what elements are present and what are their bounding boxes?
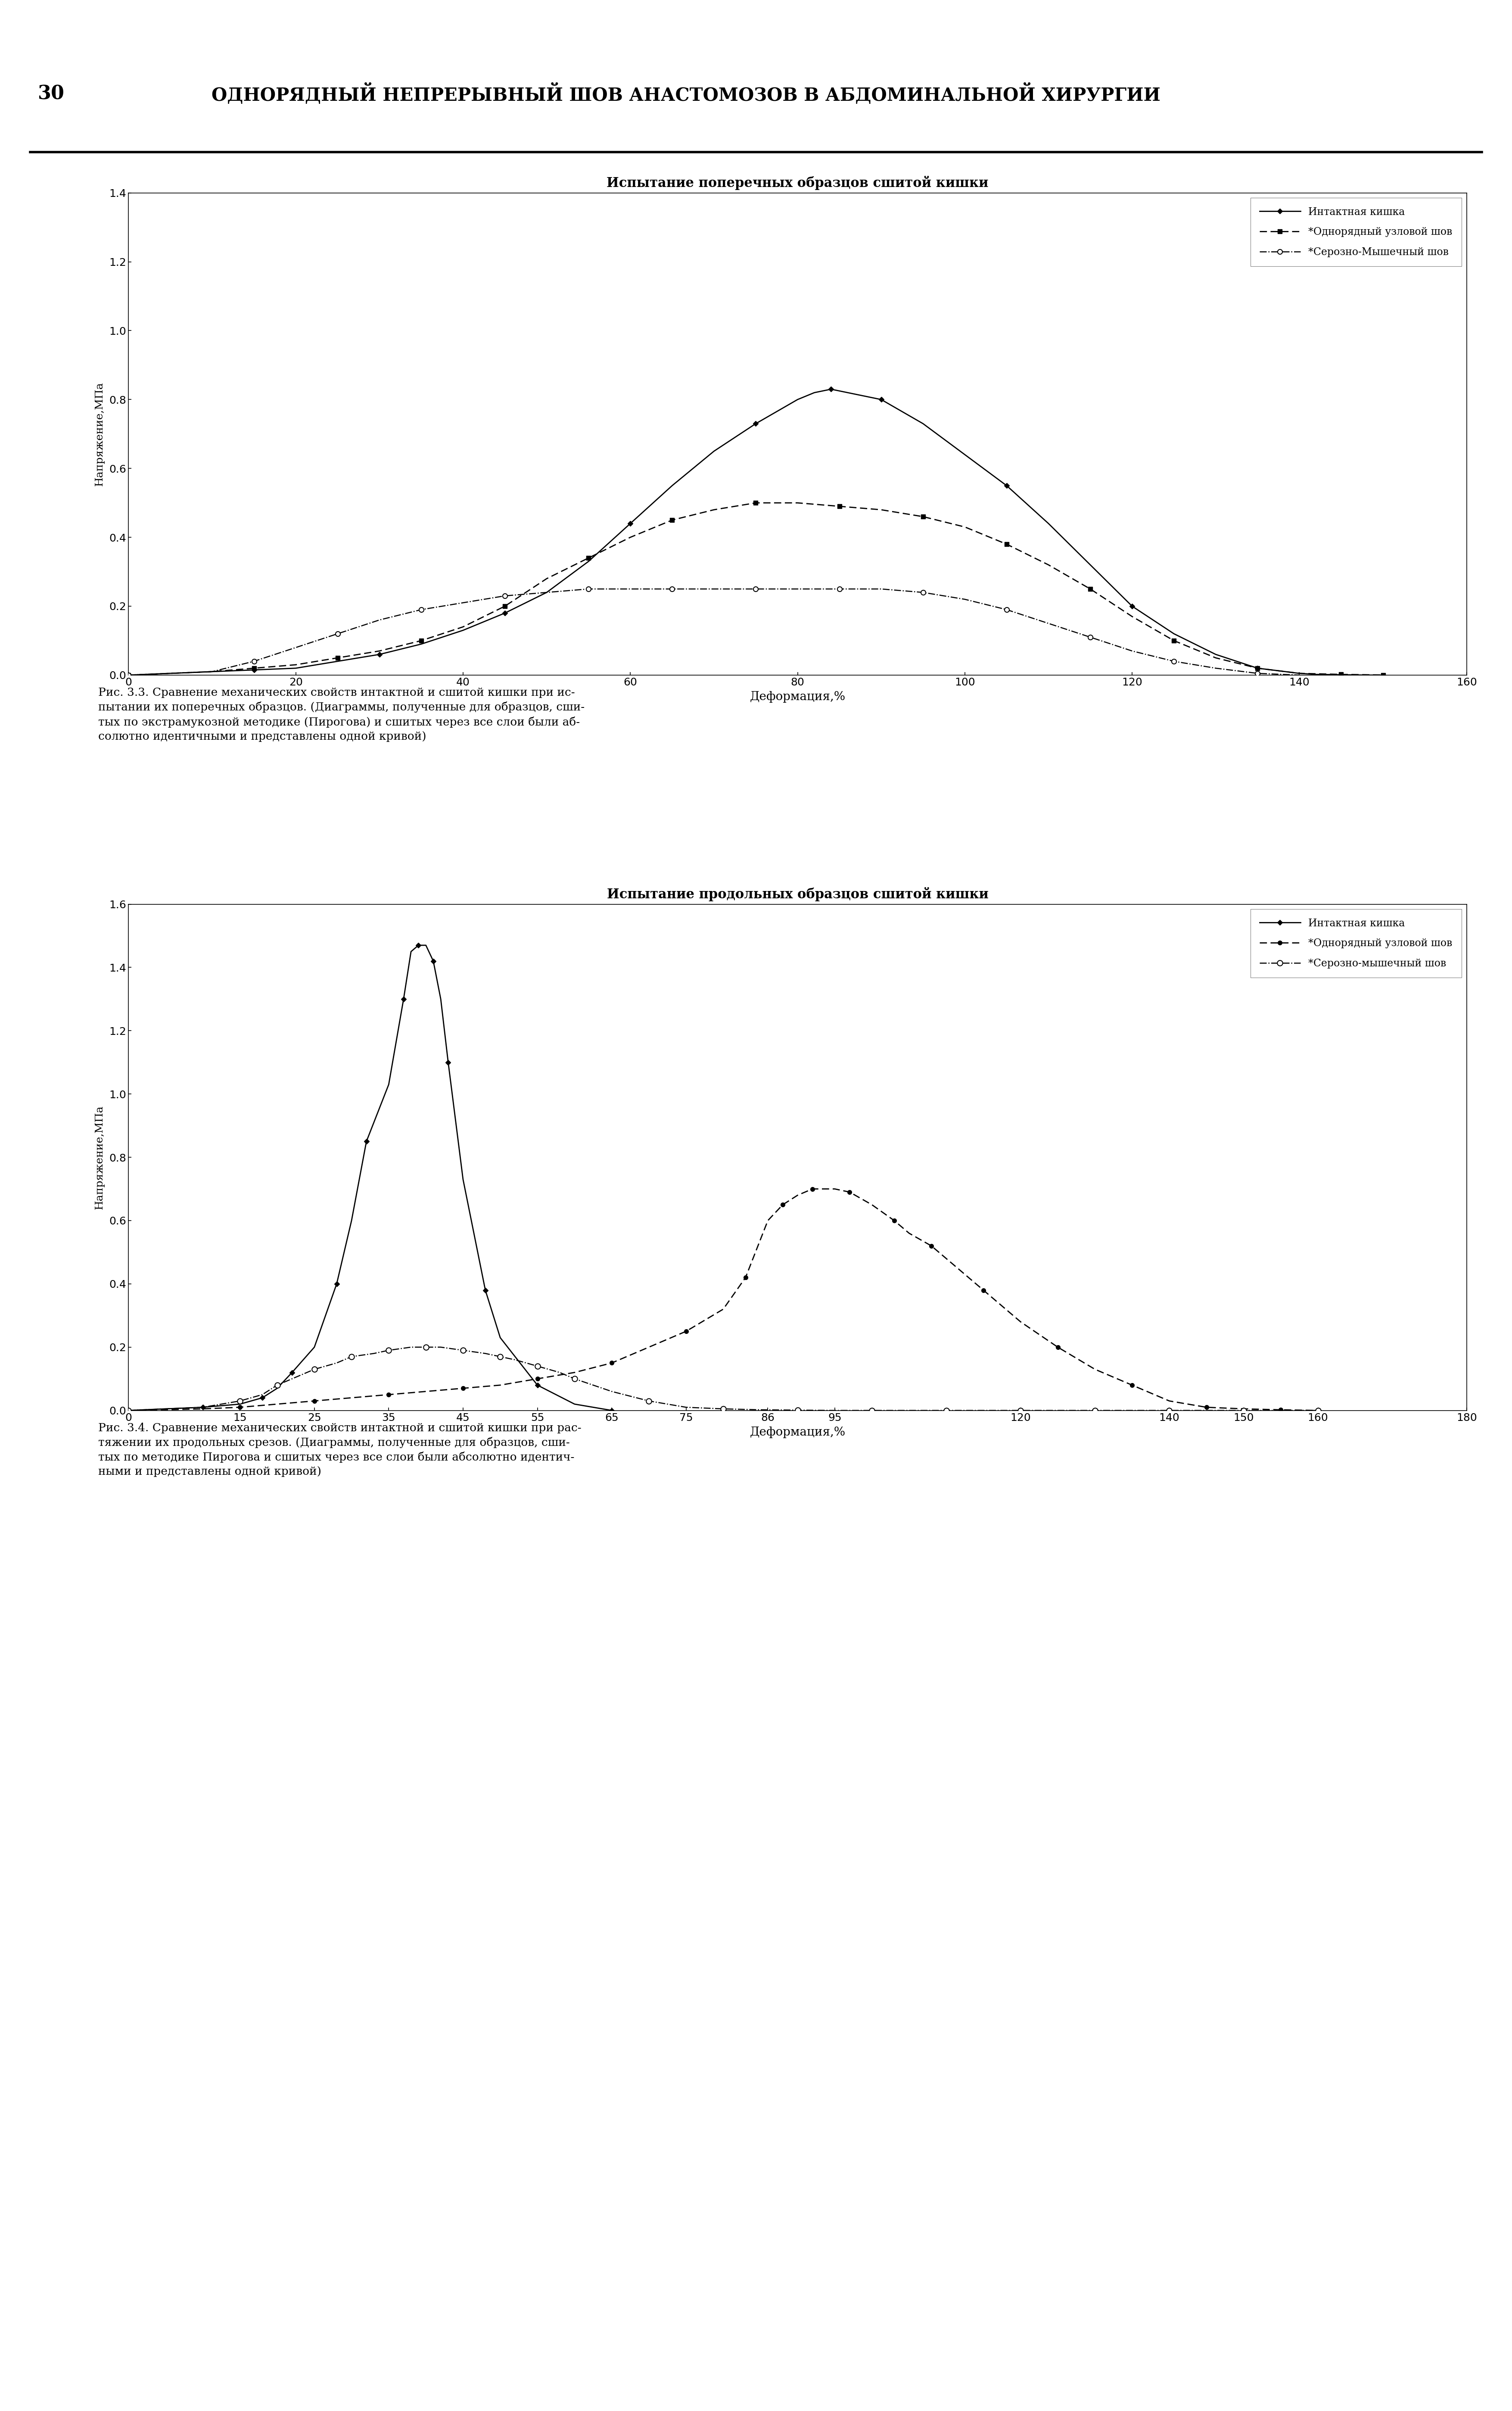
Title: Испытание поперечных образцов сшитой кишки: Испытание поперечных образцов сшитой киш… [606, 176, 989, 190]
Title: Испытание продольных образцов сшитой кишки: Испытание продольных образцов сшитой киш… [606, 887, 989, 902]
Legend: Интактная кишка, *Однорядный узловой шов, *Серозно-мышечный шов: Интактная кишка, *Однорядный узловой шов… [1250, 909, 1462, 976]
Y-axis label: Напряжение,МПа: Напряжение,МПа [95, 381, 104, 487]
Text: ОДНОРЯДНЫЙ НЕПРЕРЫВНЫЙ ШОВ АНАСТОМОЗОВ В АБДОМИНАЛЬНОЙ ХИРУРГИИ: ОДНОРЯДНЫЙ НЕПРЕРЫВНЫЙ ШОВ АНАСТОМОЗОВ В… [212, 84, 1161, 104]
Text: Рис. 3.3. Сравнение механических свойств интактной и сшитой кишки при ис-
пытани: Рис. 3.3. Сравнение механических свойств… [98, 687, 585, 743]
X-axis label: Деформация,%: Деформация,% [750, 692, 845, 702]
X-axis label: Деформация,%: Деформация,% [750, 1427, 845, 1437]
Text: 30: 30 [38, 84, 65, 104]
Y-axis label: Напряжение,МПа: Напряжение,МПа [95, 1104, 104, 1210]
Legend: Интактная кишка, *Однорядный узловой шов, *Серозно-Мышечный шов: Интактная кишка, *Однорядный узловой шов… [1250, 198, 1462, 265]
Text: Рис. 3.4. Сравнение механических свойств интактной и сшитой кишки при рас-
тяжен: Рис. 3.4. Сравнение механических свойств… [98, 1422, 582, 1478]
